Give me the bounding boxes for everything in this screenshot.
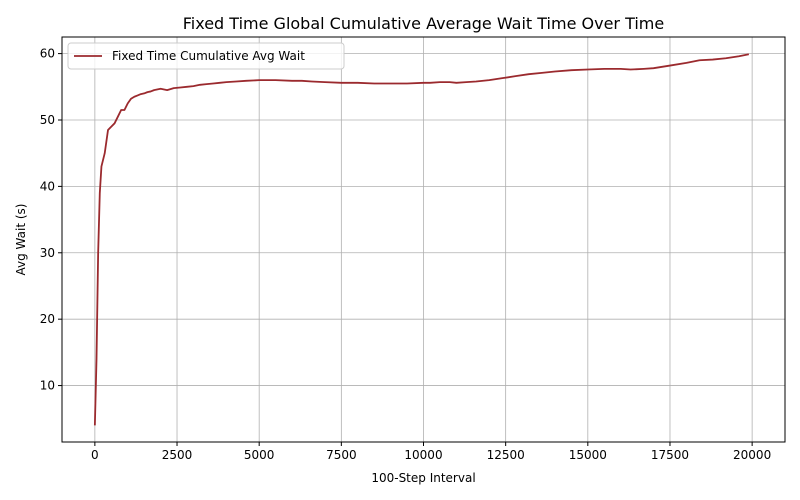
legend-label: Fixed Time Cumulative Avg Wait [112,49,305,63]
x-tick-label: 2500 [162,448,193,462]
y-tick-label: 50 [40,113,55,127]
x-axis-ticks: 0 2500 5000 7500 10000 12500 15000 17500 20000 [91,442,771,462]
plot-area [93,53,750,426]
legend: Fixed Time Cumulative Avg Wait [67,42,345,70]
y-tick-label: 40 [40,179,55,193]
legend-box [67,42,345,70]
x-axis-title: 100-Step Interval [371,471,475,485]
x-tick-label: 12500 [487,448,525,462]
x-tick-label: 0 [91,448,99,462]
x-tick-label: 15000 [569,448,607,462]
chart-title: Fixed Time Global Cumulative Average Wai… [183,14,664,33]
series-line [93,53,750,426]
x-tick-label: 20000 [733,448,771,462]
x-tick-label: 17500 [651,448,689,462]
grid-lines [62,37,785,442]
y-axis-ticks: 10 20 30 40 50 60 [40,47,62,393]
y-axis-title: Avg Wait (s) [14,204,28,276]
y-tick-label: 20 [40,312,55,326]
x-tick-label: 10000 [404,448,442,462]
x-tick-label: 7500 [326,448,357,462]
y-tick-label: 10 [40,379,55,393]
y-tick-label: 60 [40,47,55,61]
x-tick-label: 5000 [244,448,275,462]
y-tick-label: 30 [40,246,55,260]
